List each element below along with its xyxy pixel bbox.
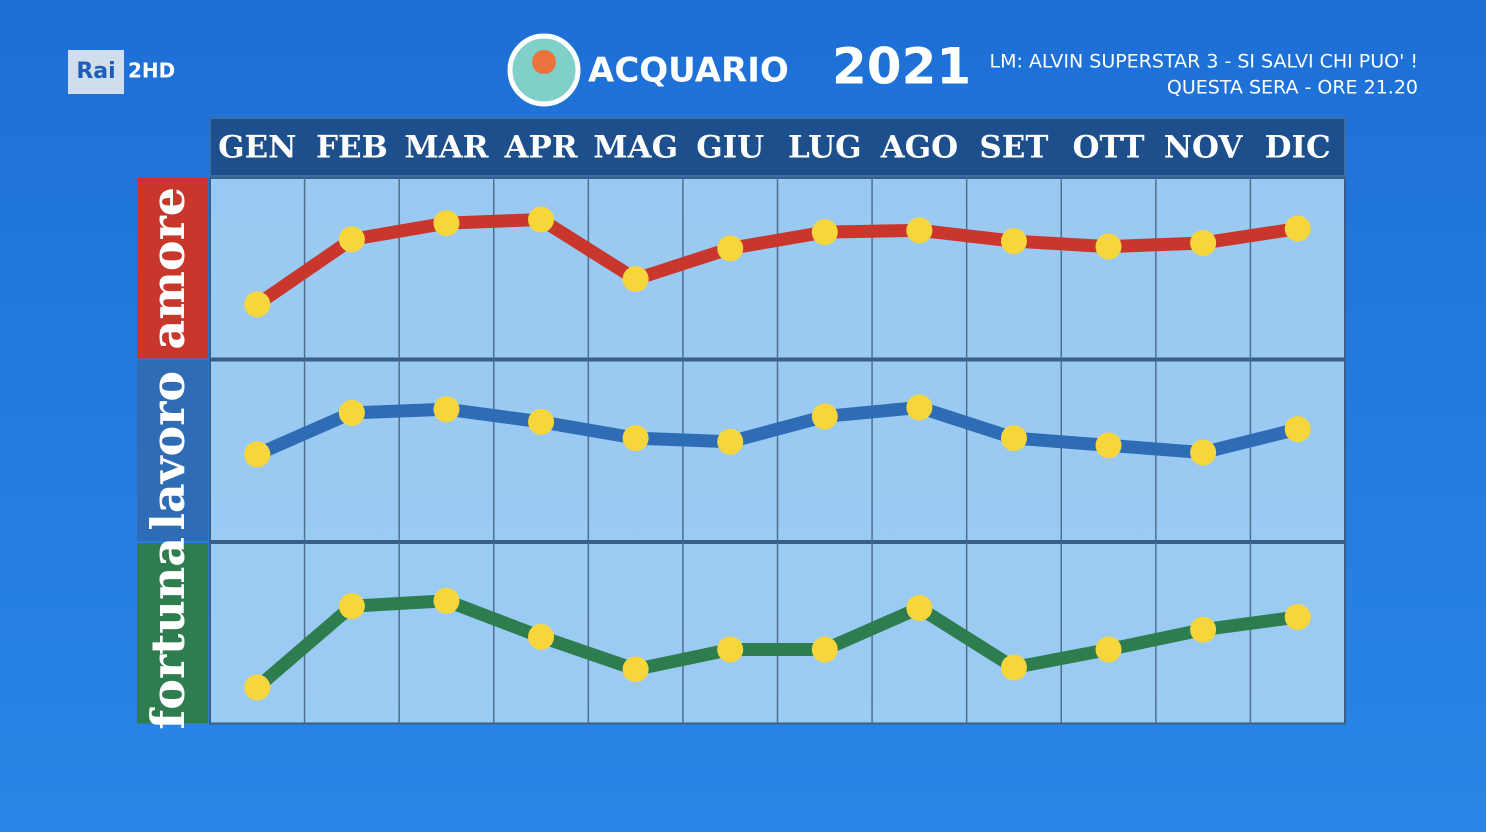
data-point — [1284, 215, 1311, 242]
data-point — [622, 266, 649, 293]
series-line — [254, 400, 1300, 461]
month-label: FEB — [316, 130, 388, 166]
data-point — [338, 226, 365, 253]
channel-logo-box — [68, 50, 124, 94]
data-point — [622, 425, 649, 452]
data-point — [528, 623, 555, 650]
data-point — [244, 674, 271, 701]
series-line — [253, 213, 1299, 310]
data-point — [1190, 439, 1217, 466]
data-point — [338, 399, 365, 426]
data-point — [717, 636, 744, 663]
side-label: fortuna — [141, 537, 195, 730]
month-label: DIC — [1265, 130, 1331, 166]
month-label: NOV — [1164, 130, 1244, 166]
data-point — [1000, 654, 1027, 681]
data-point — [1095, 636, 1122, 663]
header-row — [209, 117, 1346, 177]
side-label: lavoro — [141, 371, 195, 531]
data-point — [1190, 229, 1217, 256]
month-label: LUG — [788, 130, 862, 166]
data-point — [906, 594, 933, 621]
data-point — [528, 206, 555, 233]
data-point — [1095, 432, 1122, 459]
ticker-line: LM: ALVIN SUPERSTAR 3 - SI SALVI CHI PUO… — [989, 51, 1418, 73]
data-point — [244, 291, 271, 318]
month-label: SET — [979, 130, 1048, 166]
data-point — [433, 210, 460, 237]
data-point — [811, 403, 838, 430]
data-point — [433, 396, 460, 423]
series-line — [253, 594, 1299, 693]
month-label: MAR — [404, 130, 488, 166]
data-point — [717, 428, 744, 455]
data-point — [622, 656, 649, 683]
data-point — [811, 219, 838, 246]
side-label-box — [137, 178, 208, 359]
data-point — [1000, 228, 1027, 255]
month-label: MAG — [593, 130, 678, 166]
data-point — [717, 235, 744, 262]
data-point — [244, 441, 271, 468]
data-point — [1284, 416, 1311, 443]
side-label-box — [137, 360, 208, 541]
sign-title: ACQUARIO — [588, 51, 789, 91]
data-point — [906, 217, 933, 244]
channel-variant: 2HD — [128, 59, 175, 83]
data-point — [433, 587, 460, 614]
month-label: OTT — [1073, 130, 1145, 166]
side-label: amore — [141, 187, 195, 350]
month-label: APR — [503, 130, 577, 166]
data-point — [906, 394, 933, 421]
side-label-box — [137, 543, 208, 724]
year: 2021 — [832, 38, 971, 96]
data-point — [1190, 616, 1217, 643]
channel-logo: Rai — [76, 59, 115, 84]
month-label: GEN — [218, 130, 296, 166]
data-point — [1095, 233, 1122, 260]
data-point — [528, 408, 555, 435]
data-point — [1284, 604, 1311, 631]
data-point — [1000, 425, 1027, 452]
data-point — [338, 593, 365, 620]
data-point — [811, 636, 838, 663]
ticker-line: QUESTA SERA - ORE 21.20 — [1167, 77, 1418, 99]
month-label: AGO — [880, 130, 959, 166]
sign-icon-detail — [532, 50, 556, 74]
month-label: GIU — [696, 130, 764, 166]
